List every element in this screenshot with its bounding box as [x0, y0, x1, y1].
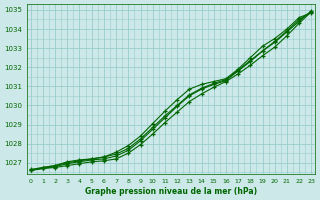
X-axis label: Graphe pression niveau de la mer (hPa): Graphe pression niveau de la mer (hPa): [85, 187, 257, 196]
